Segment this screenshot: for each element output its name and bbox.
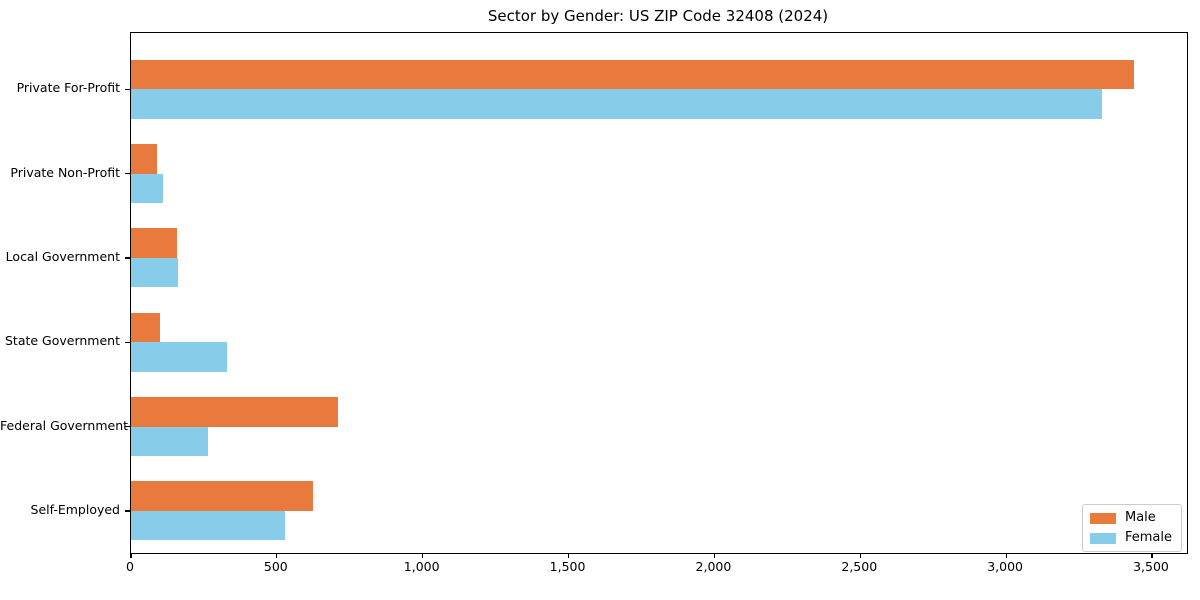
bar-female-self-employed (131, 510, 285, 541)
y-label-state-government: State Government (4, 333, 120, 349)
y-label-private-for-profit: Private For-Profit (16, 80, 120, 96)
legend-label-female: Female (1124, 530, 1172, 545)
x-tick-1,000 (422, 553, 424, 558)
x-tick-3,500 (1151, 553, 1153, 558)
y-tick-private-for-profit (124, 88, 130, 90)
legend-label-male: Male (1124, 510, 1156, 525)
x-tick-500 (276, 553, 278, 558)
y-label-self-employed: Self-Employed (30, 501, 120, 517)
x-tick-1,500 (567, 553, 570, 558)
legend-entry-female: Female (1089, 530, 1172, 545)
y-label-federal-government: Federal Government (0, 417, 129, 433)
plot-area: Male Female (124, 32, 1188, 558)
y-label-private-non-profit: Private Non-Profit (10, 164, 120, 180)
bar-male-private-for-profit (131, 59, 1135, 90)
x-tick-0 (130, 553, 132, 558)
bar-male-private-non-profit (131, 144, 158, 174)
x-label-1,000: 1,000 (403, 559, 440, 574)
bar-female-federal-government (131, 426, 209, 457)
x-label-2,000: 2,000 (695, 559, 732, 574)
x-label-500: 500 (263, 559, 288, 574)
x-label-0: 0 (126, 559, 134, 574)
y-tick-state-government (124, 341, 130, 343)
x-label-3,000: 3,000 (987, 559, 1024, 574)
bar-female-private-non-profit (131, 173, 164, 204)
chart-title: Sector by Gender: US ZIP Code 32408 (202… (487, 7, 829, 25)
y-tick-self-employed (124, 510, 130, 512)
x-tick-2,000 (713, 553, 715, 558)
bar-male-local-government (131, 228, 177, 258)
bar-female-local-government (131, 257, 178, 288)
legend-swatch-female (1089, 532, 1116, 544)
legend-swatch-male (1089, 512, 1116, 524)
y-tick-local-government (124, 257, 130, 259)
y-tick-private-non-profit (124, 173, 130, 175)
legend: Male Female (1081, 504, 1182, 552)
bar-male-federal-government (131, 397, 339, 427)
bar-male-self-employed (131, 481, 314, 511)
x-label-2,500: 2,500 (841, 559, 878, 574)
x-label-1,500: 1,500 (549, 559, 586, 574)
x-tick-2,500 (859, 553, 861, 558)
y-tick-federal-government (124, 426, 130, 428)
bar-female-private-for-profit (131, 89, 1103, 119)
bar-male-state-government (131, 312, 161, 343)
bar-female-state-government (131, 342, 228, 372)
legend-entry-male: Male (1089, 510, 1172, 525)
x-label-3,500: 3,500 (1133, 559, 1169, 574)
x-tick-3,000 (1005, 553, 1007, 558)
y-label-local-government: Local Government (5, 248, 120, 264)
